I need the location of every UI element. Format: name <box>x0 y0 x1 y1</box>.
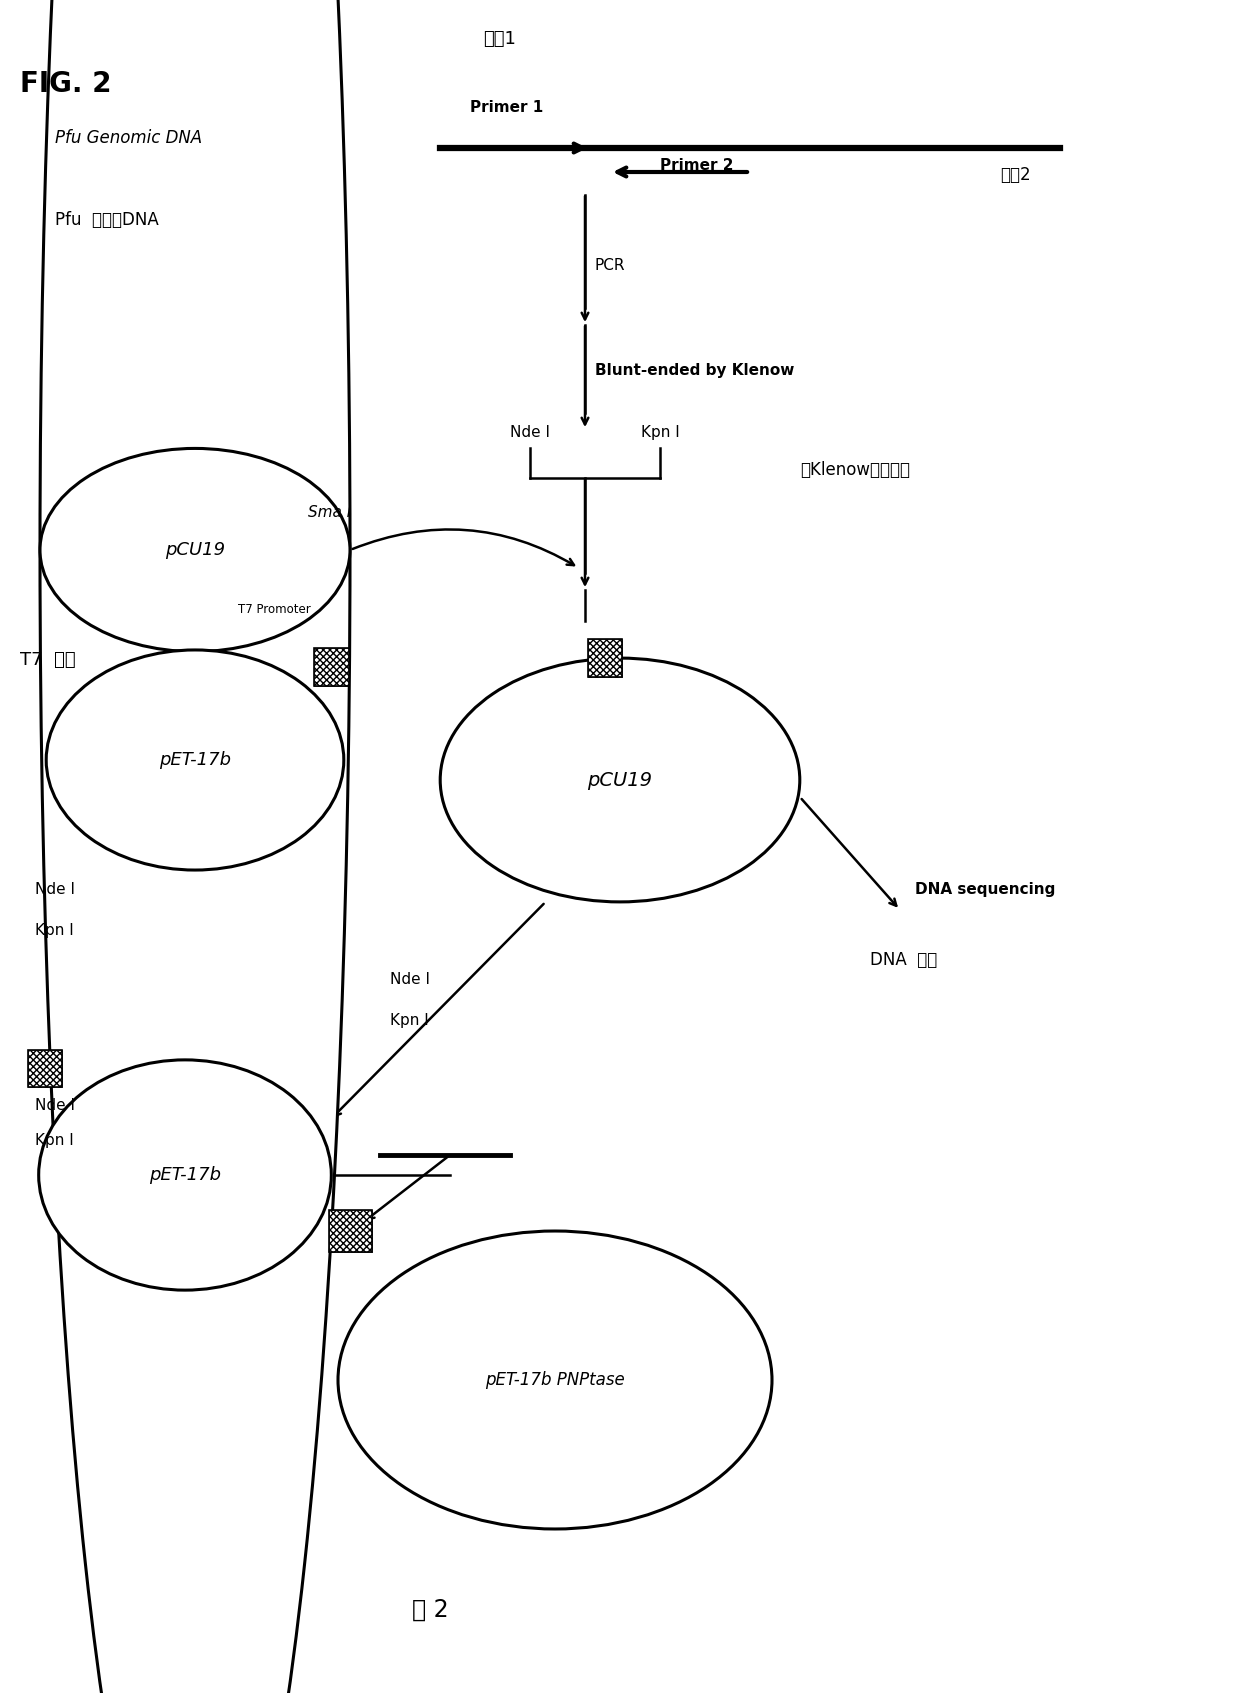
Text: 引灩2: 引灩2 <box>999 166 1030 185</box>
Bar <box>27 1050 62 1087</box>
Bar <box>27 1050 62 1087</box>
Text: Kpn I: Kpn I <box>35 1133 73 1148</box>
Ellipse shape <box>40 0 350 1693</box>
Text: Nde I: Nde I <box>510 425 551 440</box>
Text: Kpn I: Kpn I <box>391 1012 429 1028</box>
Text: pCU19: pCU19 <box>588 770 652 789</box>
Text: Pfu Genomic DNA: Pfu Genomic DNA <box>55 129 202 147</box>
Ellipse shape <box>440 659 800 902</box>
Text: PCR: PCR <box>595 257 625 273</box>
Text: DNA sequencing: DNA sequencing <box>915 882 1055 897</box>
Bar <box>588 640 622 677</box>
Bar <box>329 1210 372 1253</box>
Text: pET-17b: pET-17b <box>159 752 231 769</box>
Bar <box>314 648 348 686</box>
Text: Nde I: Nde I <box>35 882 74 897</box>
Text: Nde I: Nde I <box>391 972 430 987</box>
Text: T7 Promoter: T7 Promoter <box>238 603 311 616</box>
Text: Sma I: Sma I <box>309 505 352 520</box>
Ellipse shape <box>38 1060 331 1290</box>
Text: Kpn I: Kpn I <box>35 923 73 938</box>
Bar <box>588 640 622 677</box>
Ellipse shape <box>339 1231 773 1529</box>
Text: Kpn I: Kpn I <box>641 425 680 440</box>
Text: pCU19: pCU19 <box>165 542 226 559</box>
Text: 图 2: 图 2 <box>412 1598 449 1622</box>
Text: Blunt-ended by Klenow: Blunt-ended by Klenow <box>595 362 795 378</box>
Text: pET-17b: pET-17b <box>149 1166 221 1183</box>
Text: Primer 1: Primer 1 <box>470 100 543 115</box>
Ellipse shape <box>46 650 343 870</box>
Text: DNA  测序: DNA 测序 <box>870 951 937 968</box>
Text: T7  启动: T7 启动 <box>20 652 76 669</box>
Text: 引灩1: 引灩1 <box>484 30 516 47</box>
Text: Pfu  基因组DNA: Pfu 基因组DNA <box>55 212 159 229</box>
Bar <box>314 648 348 686</box>
Text: Nde I: Nde I <box>35 1097 74 1112</box>
Ellipse shape <box>40 449 350 652</box>
Text: 用Klenow补平末端: 用Klenow补平末端 <box>800 460 910 479</box>
Text: pET-17b PNPtase: pET-17b PNPtase <box>485 1371 625 1388</box>
Bar <box>329 1210 372 1253</box>
Text: Primer 2: Primer 2 <box>660 157 734 173</box>
Text: FIG. 2: FIG. 2 <box>20 69 112 98</box>
